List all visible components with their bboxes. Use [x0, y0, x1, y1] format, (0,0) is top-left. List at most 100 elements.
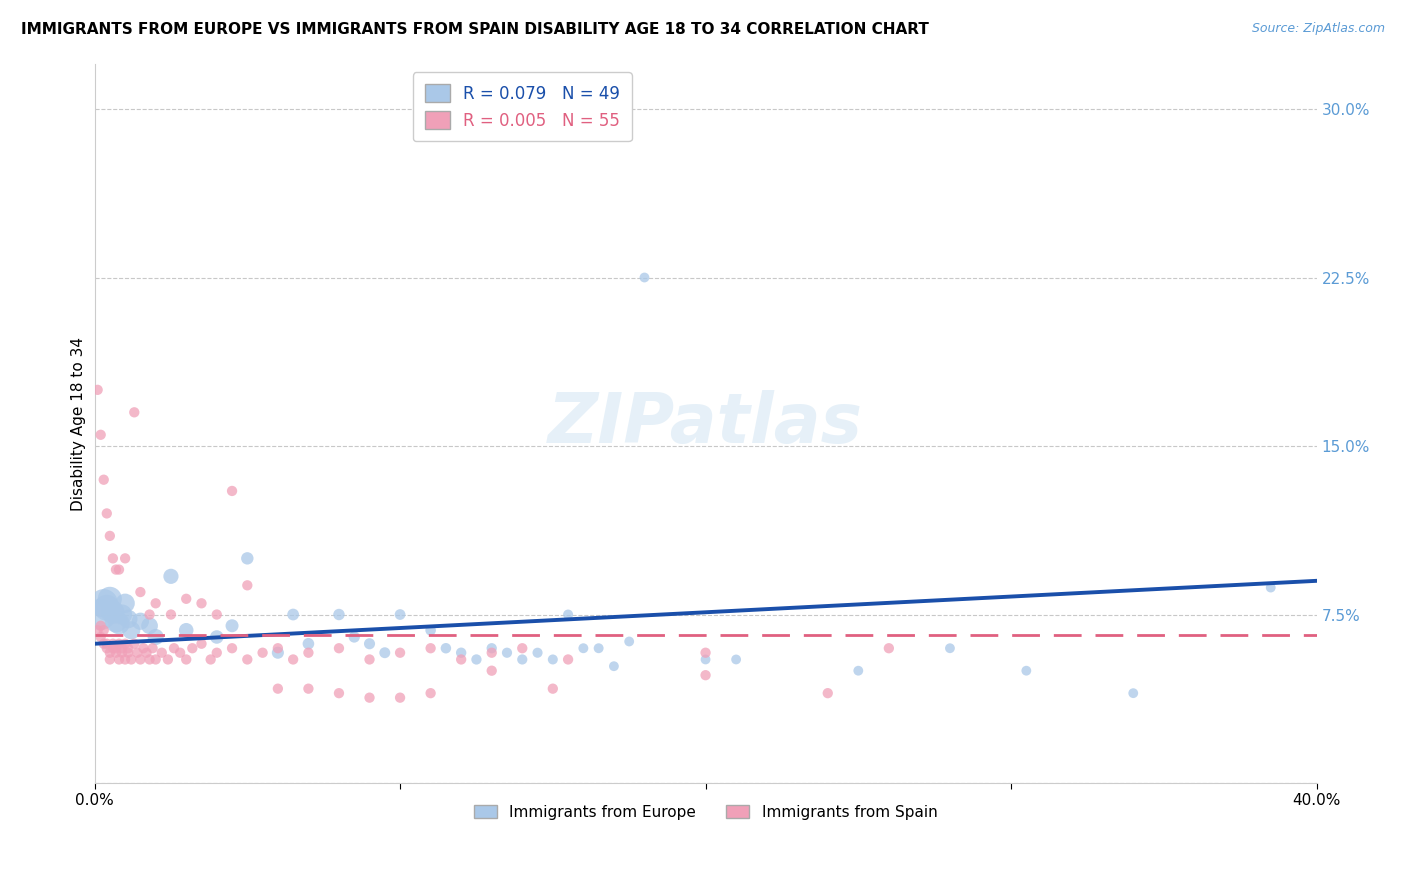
Point [1260, 581, 1282, 595]
Text: ZIPatlas: ZIPatlas [548, 390, 863, 457]
Point [419, 624, 441, 638]
Point [205, 607, 228, 622]
Point [124, 405, 146, 419]
Point [93, 473, 115, 487]
Point [221, 641, 243, 656]
Point [174, 624, 197, 638]
Point [93, 637, 115, 651]
Point [90, 427, 112, 442]
Point [297, 681, 319, 696]
Point [252, 646, 274, 660]
Point [111, 646, 134, 660]
Point [297, 646, 319, 660]
Legend: Immigrants from Europe, Immigrants from Spain: Immigrants from Europe, Immigrants from … [468, 798, 943, 826]
Point [434, 641, 457, 656]
Point [93, 624, 115, 638]
Point [120, 624, 142, 638]
Point [877, 641, 900, 656]
Point [695, 646, 717, 660]
Point [138, 619, 160, 633]
Point [117, 612, 139, 626]
Point [510, 652, 533, 666]
Point [181, 641, 204, 656]
Point [108, 652, 131, 666]
Point [111, 641, 134, 656]
Point [695, 668, 717, 682]
Point [96, 641, 118, 656]
Point [108, 616, 131, 631]
Point [98, 652, 121, 666]
Y-axis label: Disability Age 18 to 34: Disability Age 18 to 34 [72, 336, 86, 510]
Point [98, 529, 121, 543]
Point [359, 690, 381, 705]
Point [108, 637, 131, 651]
Point [541, 652, 564, 666]
Point [328, 641, 350, 656]
Point [169, 646, 191, 660]
Point [127, 646, 149, 660]
Point [1015, 664, 1038, 678]
Point [496, 646, 519, 660]
Point [93, 596, 115, 610]
Point [90, 619, 112, 633]
Point [114, 637, 136, 651]
Point [939, 641, 962, 656]
Point [150, 646, 173, 660]
Point [297, 637, 319, 651]
Point [104, 646, 127, 660]
Point [281, 607, 304, 622]
Point [138, 607, 160, 622]
Point [236, 551, 259, 566]
Point [145, 630, 167, 644]
Point [124, 637, 146, 651]
Point [111, 607, 134, 622]
Point [114, 652, 136, 666]
Point [389, 690, 412, 705]
Point [267, 681, 290, 696]
Point [104, 614, 127, 628]
Text: IMMIGRANTS FROM EUROPE VS IMMIGRANTS FROM SPAIN DISABILITY AGE 18 TO 34 CORRELAT: IMMIGRANTS FROM EUROPE VS IMMIGRANTS FRO… [21, 22, 929, 37]
Point [541, 681, 564, 696]
Point [450, 652, 472, 666]
Point [101, 641, 124, 656]
Point [817, 686, 839, 700]
Point [603, 659, 626, 673]
Point [374, 646, 396, 660]
Point [359, 652, 381, 666]
Point [236, 652, 259, 666]
Point [619, 634, 641, 648]
Point [120, 652, 142, 666]
Point [572, 641, 595, 656]
Text: Source: ZipAtlas.com: Source: ZipAtlas.com [1251, 22, 1385, 36]
Point [359, 637, 381, 651]
Point [86, 383, 108, 397]
Point [98, 591, 121, 606]
Point [725, 652, 748, 666]
Point [142, 641, 165, 656]
Point [104, 563, 127, 577]
Point [160, 569, 183, 583]
Point [90, 630, 112, 644]
Point [481, 641, 503, 656]
Point [101, 605, 124, 619]
Point [129, 652, 152, 666]
Point [526, 646, 548, 660]
Point [588, 641, 610, 656]
Point [174, 591, 197, 606]
Point [132, 641, 155, 656]
Point [129, 585, 152, 599]
Point [86, 624, 108, 638]
Point [281, 652, 304, 666]
Point [156, 652, 179, 666]
Point [117, 641, 139, 656]
Point [90, 607, 112, 622]
Point [96, 600, 118, 615]
Point [328, 686, 350, 700]
Point [221, 483, 243, 498]
Point [419, 641, 441, 656]
Point [104, 641, 127, 656]
Point [98, 646, 121, 660]
Point [510, 641, 533, 656]
Point [135, 646, 157, 660]
Point [96, 507, 118, 521]
